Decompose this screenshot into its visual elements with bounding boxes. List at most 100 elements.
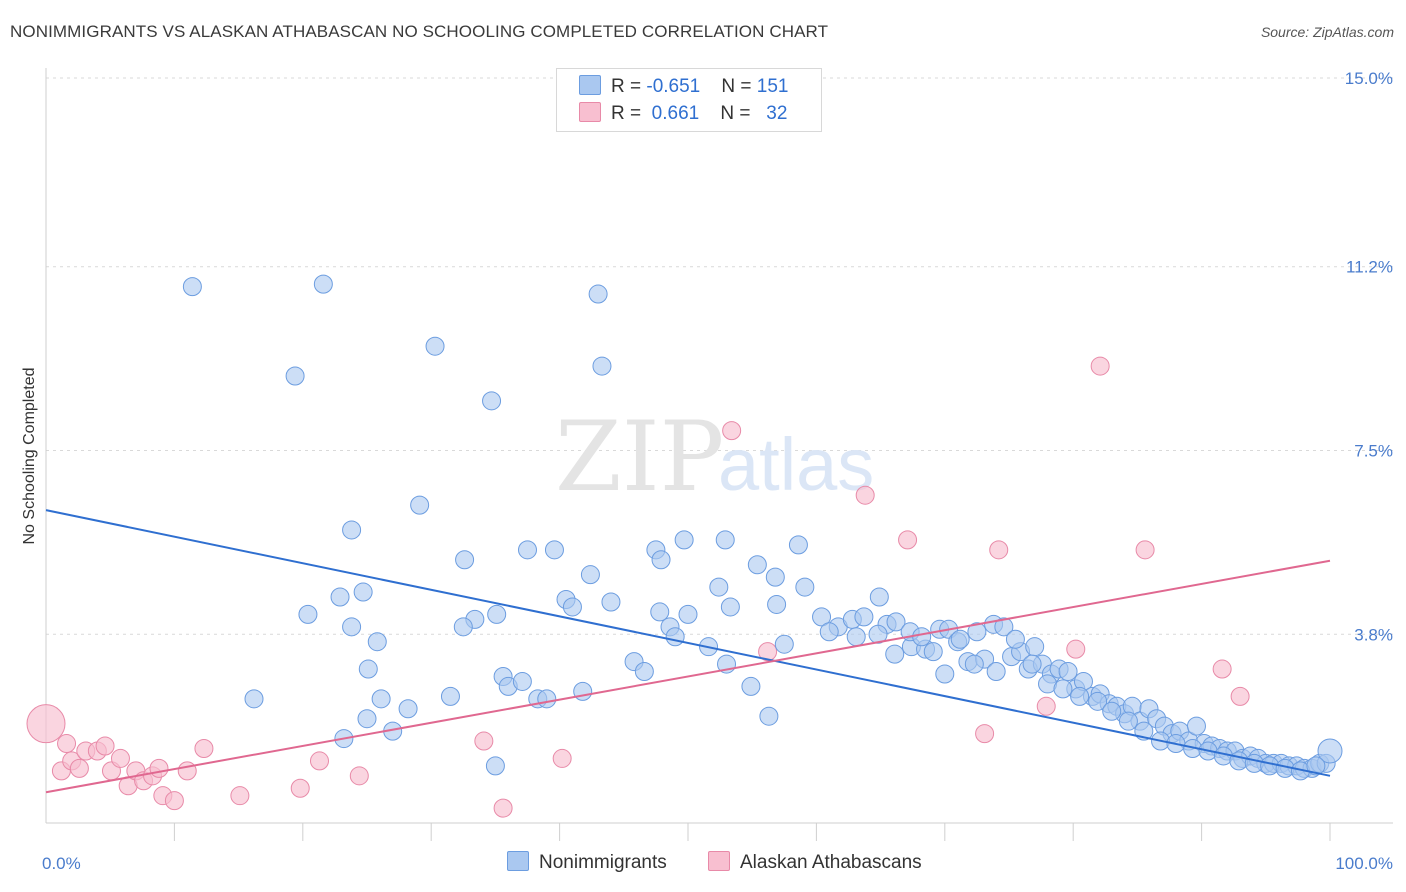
- nonimmigrant-point: [313, 274, 333, 294]
- nonimmigrant-point: [518, 540, 537, 560]
- nonimmigrant-point: [767, 594, 787, 614]
- nonimmigrant-point: [182, 277, 202, 297]
- nonimmigrant-point: [788, 535, 808, 555]
- nonimmigrant-point: [398, 699, 418, 719]
- athabascan-point: [1212, 659, 1232, 679]
- nonimmigrant-point: [1118, 711, 1138, 731]
- nonimmigrant-point: [601, 592, 621, 612]
- nonimmigrant-point: [674, 530, 694, 550]
- nonimmigrant-point: [588, 284, 608, 304]
- nonimmigrant-point: [537, 689, 557, 709]
- athabascan-point: [855, 485, 875, 505]
- athabascan-point: [164, 791, 184, 811]
- nonimmigrant-point: [986, 662, 1006, 682]
- nonimmigrant-point: [580, 565, 600, 585]
- bottom-legend-nonimmigrants: Nonimmigrants: [507, 851, 667, 874]
- nonimmigrant-point: [562, 597, 582, 617]
- nonimmigrant-point: [410, 495, 430, 515]
- athabascan-point: [1090, 356, 1110, 376]
- nonimmigrant-point: [425, 336, 445, 356]
- bottom-legend-swatch-pink: [708, 851, 730, 871]
- x-tick-label: 0.0%: [42, 854, 81, 873]
- n-label: N =: [721, 76, 757, 97]
- bottom-legend-alaskan-athabascans: Alaskan Athabascans: [708, 851, 922, 874]
- r-label: R =: [611, 76, 647, 97]
- nonimmigrant-point: [485, 756, 505, 776]
- nonimmigrant-point: [573, 681, 593, 701]
- athabascan-point: [758, 642, 778, 662]
- athabascan-point: [722, 421, 742, 441]
- axes: [45, 68, 1393, 841]
- nonimmigrant-point: [651, 550, 671, 570]
- nonimmigrant-point: [885, 644, 905, 664]
- source-label: Source: ZipAtlas.com: [1260, 24, 1394, 40]
- athabascan-point: [349, 766, 369, 786]
- nonimmigrant-point: [353, 582, 373, 602]
- nonimmigrant-point: [665, 627, 685, 647]
- athabascan-point: [1135, 540, 1155, 560]
- nonimmigrant-point: [1053, 679, 1073, 699]
- nonimmigrant-point: [440, 686, 460, 706]
- nonimmigrant-point: [994, 617, 1014, 637]
- nonimmigrant-point: [1022, 654, 1042, 674]
- y-tick-label: 3.8%: [1354, 625, 1393, 644]
- nonimmigrant-point: [487, 604, 507, 624]
- nonimmigrant-point: [330, 587, 350, 607]
- nonimmigrant-point: [244, 689, 264, 709]
- athabascans-trendline: [45, 559, 1331, 794]
- nonimmigrant-point: [854, 607, 874, 627]
- n-label: N =: [720, 103, 756, 124]
- nonimmigrant-point: [371, 689, 391, 709]
- nonimmigrant-point: [298, 604, 318, 624]
- nonimmigrant-point: [886, 612, 906, 632]
- nonimmigrants-trendline: [45, 509, 1331, 777]
- nonimmigrant-point: [741, 676, 761, 696]
- athabascan-point: [194, 739, 214, 758]
- bottom-legend-label: Nonimmigrants: [539, 852, 667, 873]
- athabascan-point: [975, 724, 995, 744]
- nonimmigrant-point: [357, 709, 377, 729]
- nonimmigrant-point: [795, 577, 815, 597]
- athabascan-point: [26, 704, 66, 744]
- nonimmigrant-point: [1102, 701, 1122, 721]
- watermark: ZIP atlas: [555, 401, 874, 513]
- r-value: -0.651: [646, 76, 701, 97]
- nonimmigrant-point: [935, 664, 955, 684]
- athabascan-point: [1066, 639, 1086, 659]
- nonimmigrant-point: [1005, 629, 1025, 649]
- nonimmigrant-point: [1070, 686, 1090, 706]
- stats-legend: R = -0.651 N = 151 R = 0.661 N = 32: [556, 68, 822, 132]
- grid-lines: [46, 77, 1393, 635]
- nonimmigrant-point: [709, 577, 729, 597]
- series-nonimmigrants-points: [182, 274, 1343, 781]
- r-label: R =: [611, 103, 647, 124]
- nonimmigrant-point: [846, 627, 866, 647]
- nonimmigrant-point: [358, 659, 378, 679]
- nonimmigrant-point: [1186, 716, 1206, 736]
- athabascan-point: [230, 786, 250, 806]
- legend-row-nonimmigrants: R = -0.651 N = 151: [579, 75, 788, 99]
- nonimmigrant-point: [759, 706, 779, 726]
- athabascan-point: [95, 736, 115, 756]
- y-tick-label: 11.2%: [1346, 258, 1393, 277]
- n-value: 32: [766, 103, 788, 124]
- nonimmigrant-point: [342, 520, 362, 540]
- r-value: 0.661: [646, 103, 700, 124]
- nonimmigrant-point: [774, 634, 794, 654]
- nonimmigrant-point: [544, 540, 564, 560]
- legend-swatch-pink: [579, 102, 601, 122]
- nonimmigrant-point: [765, 567, 785, 587]
- athabascan-point: [989, 540, 1009, 560]
- nonimmigrant-point: [819, 622, 839, 642]
- legend-swatch-blue: [579, 75, 601, 95]
- nonimmigrant-point: [720, 597, 740, 617]
- nonimmigrant-point: [967, 622, 987, 642]
- athabascan-point: [290, 778, 310, 798]
- y-tick-label: 15.0%: [1345, 69, 1393, 88]
- nonimmigrant-point: [482, 391, 502, 411]
- nonimmigrant-point: [650, 602, 670, 622]
- athabascan-point: [110, 748, 130, 768]
- athabascan-point: [309, 751, 329, 771]
- nonimmigrant-point: [678, 604, 698, 624]
